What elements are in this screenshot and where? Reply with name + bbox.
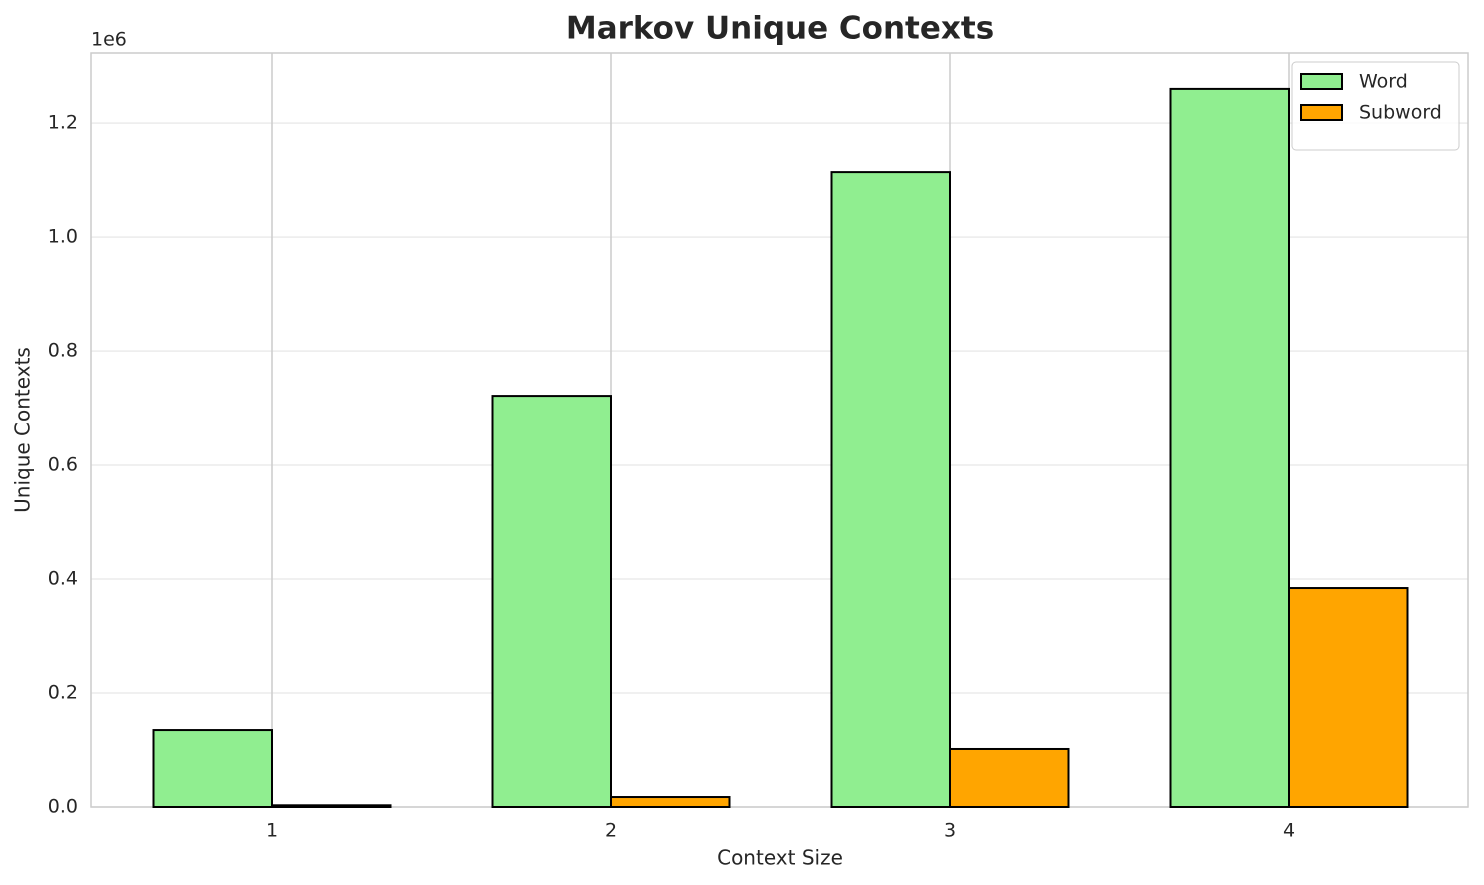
bar (1169, 87, 1290, 808)
x-tick-label: 3 (944, 820, 956, 842)
legend-label: Word (1359, 71, 1408, 93)
bar (610, 796, 731, 808)
y-tick-label: 0.0 (48, 796, 78, 818)
legend: Word Subword (1291, 61, 1460, 151)
y-tick-label: 0.4 (48, 568, 78, 590)
plot-frame (90, 52, 1469, 808)
y-tick-label: 0.8 (48, 340, 78, 362)
x-axis-label: Context Size (717, 846, 843, 870)
x-tick-label: 1 (266, 820, 278, 842)
bar (271, 804, 392, 808)
chart-title: Markov Unique Contexts (566, 11, 994, 47)
bar (949, 747, 1070, 809)
legend-label: Subword (1359, 102, 1442, 124)
y-axis-label: Unique Contexts (11, 347, 35, 513)
x-tick-label: 2 (605, 820, 617, 842)
bar (152, 729, 273, 808)
legend-swatch (1300, 73, 1343, 90)
y-tick-label: 0.6 (48, 454, 78, 476)
bar (491, 395, 612, 808)
y-tick-label: 1.0 (48, 226, 78, 248)
bar (1288, 587, 1409, 809)
y-tick-label: 0.2 (48, 682, 78, 704)
y-tick-label: 1.2 (48, 112, 78, 134)
legend-swatch (1300, 104, 1343, 121)
y-offset-label: 1e6 (91, 29, 127, 51)
bar (830, 171, 951, 809)
x-tick-label: 4 (1283, 820, 1295, 842)
